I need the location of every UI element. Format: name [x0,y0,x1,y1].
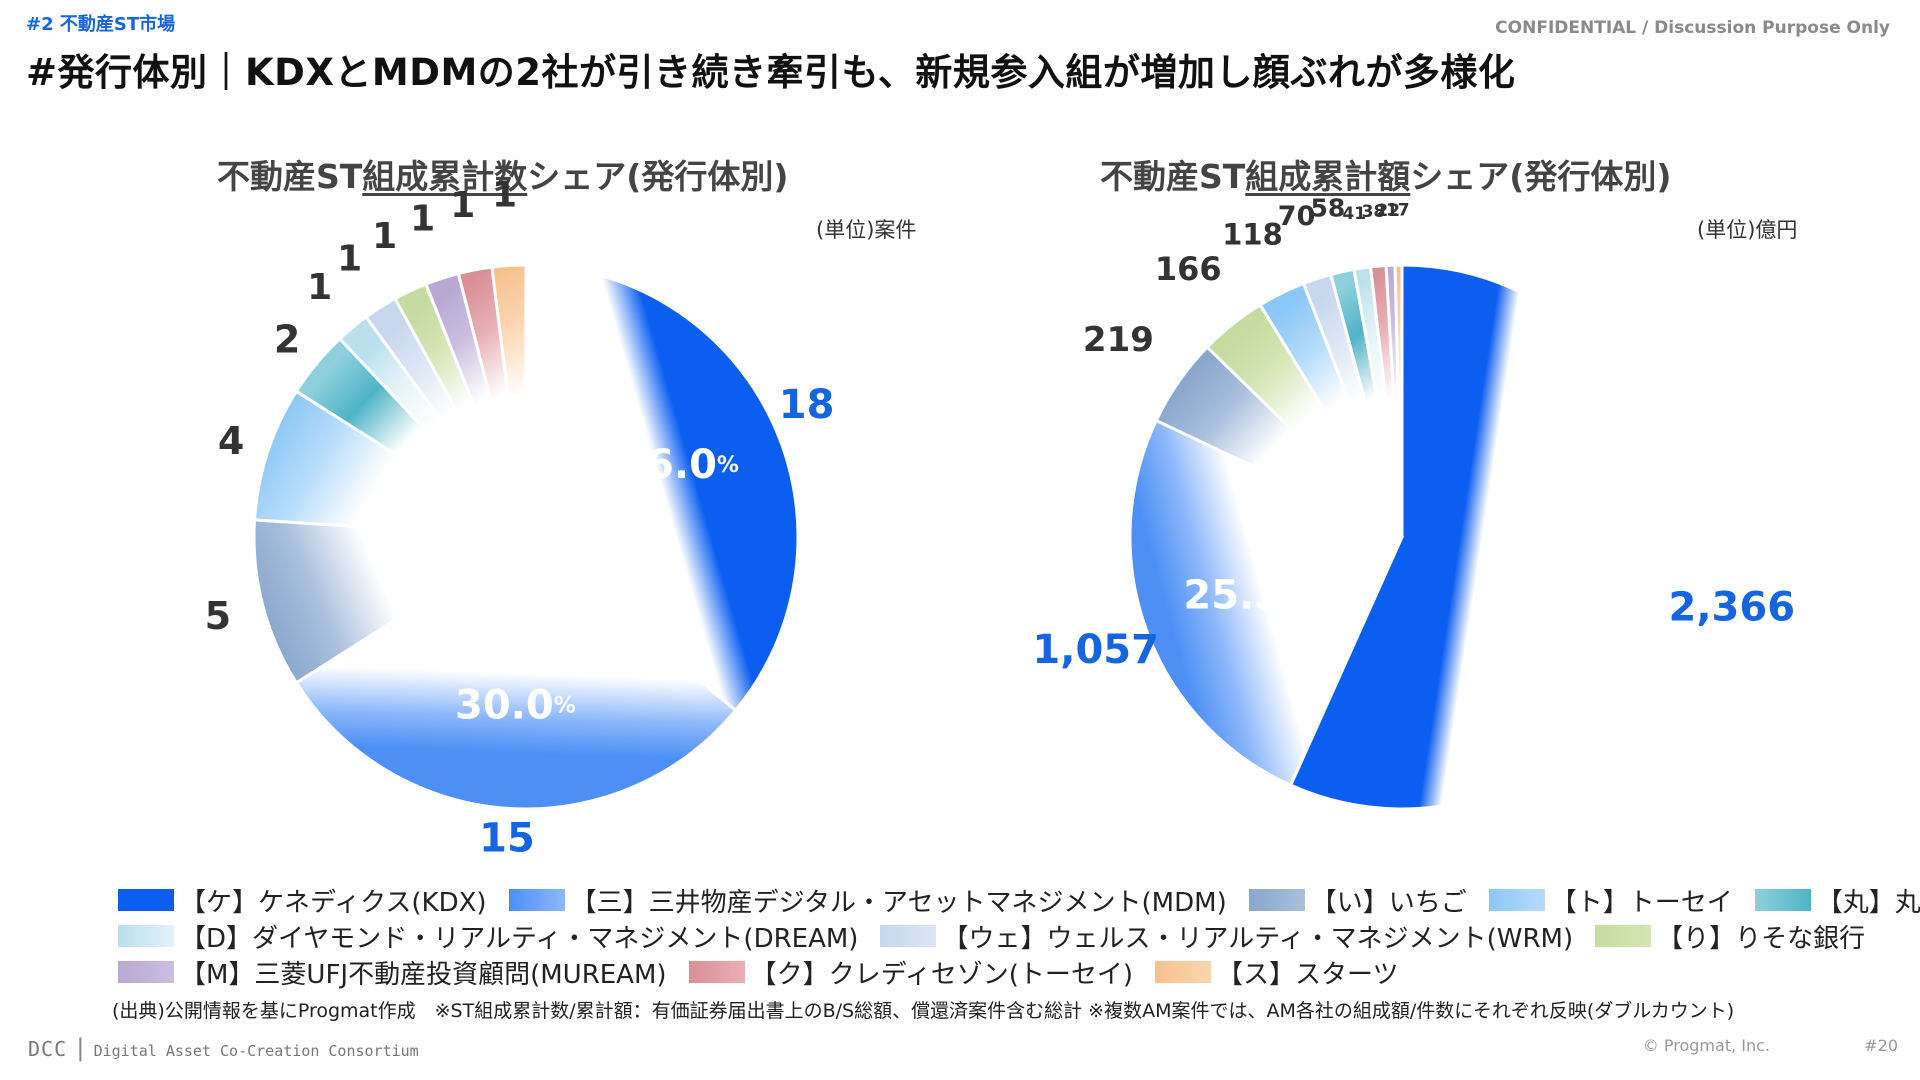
legend-label: 【ウェ】ウェルス・リアルティ・マネジメント(WRM) [942,923,1574,954]
legend-label: 【D】ダイヤモンド・リアルティ・マネジメント(DREAM) [180,923,859,954]
amount-chart-title: 不動産ST組成累計額シェア(発行体別) [1100,150,1671,198]
value-label: 1,057 [1032,627,1159,673]
copyright: © Progmat, Inc. [1642,1036,1770,1055]
legend-label: 【丸】丸紅 [1816,887,1920,918]
legend-item: 【ケ】ケネディクス(KDX) [118,882,487,919]
count-chart-title-pre: 不動産ST [217,157,363,196]
legend-swatch [118,961,174,983]
amount-pie: 2,36656.7%1,05725.3%21916611870584138221… [1032,194,1796,811]
count-chart-title-underlined: 組成累計数 [362,157,528,196]
value-label: 2,366 [1669,585,1796,631]
pie-slice [252,518,531,685]
legend-swatch [1754,889,1811,911]
legend-label: 【い】いちご [1310,887,1467,918]
value-label: 22 [1376,201,1400,221]
source-note: (出典)公開情報を基にProgmat作成 ※ST組成累計数/累計額：有価証券届出… [112,1000,1735,1022]
legend-row: 【ケ】ケネディクス(KDX) 【三】三井物産デジタル・アセットマネジメント(MDM… [118,882,1920,919]
pie-slice [252,389,527,539]
section-tag: #2 不動産ST市場 [26,14,176,35]
legend-swatch [1155,961,1212,983]
amount-chart-title-post: シェア(発行体別) [1410,157,1672,196]
value-label: 1 [372,216,397,257]
legend-item: 【り】りそな銀行 [1595,918,1865,955]
legend-label: 【ト】トーセイ [1550,887,1733,918]
value-label: 166 [1155,250,1222,288]
legend-label: 【り】りそな銀行 [1657,923,1866,954]
legend-item: 【ス】スターツ [1155,954,1399,991]
legend-label: 【M】三菱UFJ不動産投資顧問(MUREAM) [180,959,667,990]
pie-slice [1288,263,1676,811]
value-label: 17 [1386,201,1410,221]
value-label: 5 [205,594,231,638]
legend-item: 【い】いちご [1248,882,1467,919]
legend-swatch [688,961,745,983]
value-label: 70 [1278,201,1316,232]
legend-item: 【D】ダイヤモンド・リアルティ・マネジメント(DREAM) [118,918,858,955]
legend-label: 【ス】スターツ [1217,959,1399,990]
value-label: 1 [410,198,435,239]
value-label: 58 [1311,194,1346,223]
value-label: 4 [218,419,244,463]
slide-title: #発行体別｜KDXとMDMの2社が引き続き牽引も、新規参入組が増加し顔ぶれが多様… [26,51,1516,94]
value-label: 1 [337,239,362,280]
legend-item: 【ウェ】ウェルス・リアルティ・マネジメント(WRM) [880,918,1573,955]
legend: 【ケ】ケネディクス(KDX) 【三】三井物産デジタル・アセットマネジメント(MDM… [118,882,1920,990]
value-label: 2 [274,317,300,361]
pie-slice [490,263,528,538]
value-label: 1 [307,267,332,308]
amount-unit-label: (単位)億円 [1697,218,1798,242]
amount-chart-title-underlined: 組成累計額 [1245,157,1411,196]
legend-swatch [1595,925,1652,947]
footer-logo: DCC | Digital Asset Co-Creation Consortium [28,1034,419,1062]
legend-row: 【D】ダイヤモンド・リアルティ・マネジメント(DREAM) 【ウェ】ウェルス・リア… [118,918,1898,954]
legend-item: 【M】三菱UFJ不動産投資顧問(MUREAM) [118,954,667,991]
value-label: 18 [779,382,835,428]
confidential-label: CONFIDENTIAL / Discussion Purpose Only [1495,18,1890,38]
value-label: 1 [492,175,517,216]
count-unit-label: (単位)案件 [816,218,917,242]
count-chart-title-post: シェア(発行体別) [527,157,789,196]
legend-label: 【ク】クレディセゾン(トーセイ) [750,959,1134,990]
legend-swatch [508,889,565,911]
page-number: #20 [1864,1036,1898,1055]
legend-item: 【ク】クレディセゾン(トーセイ) [688,954,1134,991]
value-label: 15 [479,815,535,861]
legend-swatch [118,889,174,911]
value-label: 1 [450,185,475,226]
legend-item: 【ト】トーセイ [1488,882,1733,919]
pie-slice [524,263,800,713]
legend-swatch [1248,889,1305,911]
pie-slice [294,535,738,811]
amount-chart-title-pre: 不動産ST [1100,157,1246,196]
value-label: 118 [1222,218,1283,252]
value-label: 38 [1362,202,1386,222]
legend-label: 【ケ】ケネディクス(KDX) [180,887,487,918]
legend-item: 【丸】丸紅 [1754,882,1920,919]
legend-swatch [1488,889,1545,911]
logo-separator: | [73,1034,88,1062]
legend-swatch [118,925,174,947]
legend-label: 【三】三井物産デジタル・アセットマネジメント(MDM) [570,887,1227,918]
legend-row: 【M】三菱UFJ不動産投資顧問(MUREAM) 【ク】クレディセゾン(トーセイ) 【… [118,954,1898,990]
logo-name: Digital Asset Co-Creation Consortium [93,1042,419,1060]
pie-slice [1128,418,1404,788]
value-label: 219 [1083,320,1154,360]
pie-slice [1393,263,1404,538]
value-label: 41 [1342,204,1366,224]
legend-item: 【三】三井物産デジタル・アセットマネジメント(MDM) [508,882,1227,919]
logo-text: DCC [28,1037,68,1061]
legend-swatch [880,925,937,947]
count-chart-title: 不動産ST組成累計数シェア(発行体別) [217,150,788,198]
